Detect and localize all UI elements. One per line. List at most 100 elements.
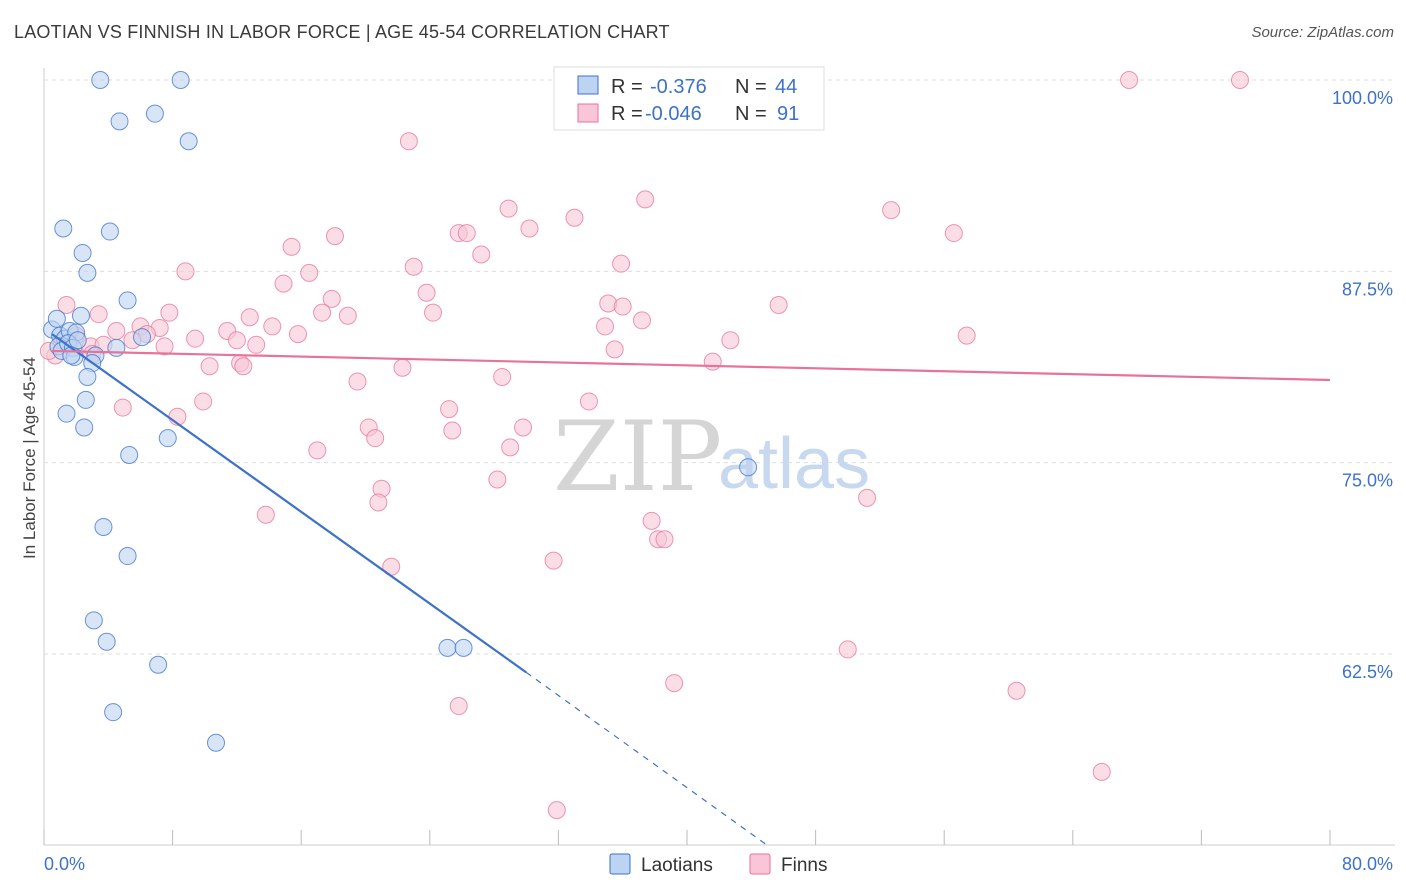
laotians-point	[62, 346, 81, 365]
finns-point	[1230, 71, 1249, 89]
finns-point	[234, 357, 253, 376]
finns-point	[399, 132, 418, 151]
finns-point	[256, 505, 275, 524]
finns-point	[882, 201, 901, 220]
finns-point	[247, 335, 266, 354]
finns-point	[393, 358, 412, 377]
finns-trend-line	[52, 349, 1331, 382]
finns-point	[449, 697, 468, 716]
chart-source: Source: ZipAtlas.com	[1251, 24, 1394, 41]
finns-point	[493, 367, 512, 386]
finns-point	[769, 296, 788, 315]
laotians-point	[133, 328, 152, 347]
laotians-point	[100, 222, 119, 241]
laotians-point	[118, 291, 137, 310]
legend-r-label-1: R =	[611, 76, 643, 98]
watermark-zip: ZIP	[553, 401, 722, 513]
x-tick-label-min: 0.0%	[44, 854, 85, 874]
y-axis-label: In Labor Force | Age 45-54	[20, 357, 39, 559]
laotians-point	[68, 331, 87, 350]
laotians-point	[73, 243, 92, 262]
finns-point	[113, 398, 132, 417]
finns-point	[514, 418, 533, 437]
finns-point	[322, 289, 341, 308]
bottom-legend: Laotians Finns	[609, 853, 827, 876]
finns-point	[313, 303, 332, 322]
finns-point	[176, 262, 195, 281]
finns-point	[499, 199, 518, 218]
laotians-point	[84, 611, 103, 630]
finns-point	[1120, 71, 1139, 89]
finns-point	[338, 306, 357, 325]
finns-point	[721, 331, 740, 350]
laotians-point	[71, 306, 90, 325]
finns-point	[579, 392, 598, 411]
finns-point	[200, 357, 219, 376]
legend-r-value-2: -0.046	[645, 103, 702, 125]
bottom-legend-swatch-finns	[749, 853, 771, 875]
laotians-point	[149, 655, 168, 674]
laotians-point	[120, 446, 139, 465]
bottom-legend-laotians: Laotians	[641, 855, 713, 876]
finns-point	[160, 303, 179, 322]
legend: R = -0.376 N = 44 R = -0.046 N = 91	[553, 66, 825, 131]
finns-point	[612, 254, 631, 273]
finns-point	[240, 308, 259, 327]
laotians-point	[91, 71, 110, 89]
legend-r-value-1: -0.376	[650, 76, 707, 98]
finns-point	[300, 263, 319, 282]
x-tick-label-max: 80.0%	[1342, 854, 1393, 874]
laotians-point	[54, 219, 73, 238]
y-tick-label: 75.0%	[1342, 471, 1393, 491]
finns-point	[944, 224, 963, 243]
x-axis-ticks	[43, 830, 1331, 845]
laotians-point	[110, 112, 129, 131]
legend-n-label-1: N =	[735, 76, 767, 98]
finns-point	[417, 283, 436, 302]
finns-point	[404, 257, 423, 276]
laotians-point	[94, 517, 113, 536]
legend-r-label-2: R =	[611, 103, 643, 125]
laotians-point	[76, 390, 95, 409]
laotians-point	[78, 367, 97, 386]
finns-point	[665, 674, 684, 693]
y-tick-label: 100.0%	[1332, 88, 1393, 108]
finns-point	[1092, 762, 1111, 781]
finns-point	[457, 224, 476, 243]
finns-point	[186, 329, 205, 348]
laotians-point	[118, 547, 137, 566]
finns-point	[957, 326, 976, 345]
finns-point	[605, 340, 624, 359]
laotians-point	[158, 429, 177, 448]
finns-point	[488, 470, 507, 489]
finns-point	[655, 530, 674, 549]
y-tick-label: 87.5%	[1342, 279, 1393, 299]
finns-point	[547, 801, 566, 820]
finns-point	[472, 245, 491, 264]
finns-point	[838, 640, 857, 659]
finns-point	[308, 441, 327, 460]
legend-swatch-laotians	[577, 75, 599, 95]
laotians-point	[207, 733, 226, 752]
bottom-legend-finns: Finns	[781, 855, 827, 876]
laotians-point	[78, 263, 97, 282]
finns-point	[642, 511, 661, 530]
finns-point	[544, 551, 563, 570]
laotians-point	[171, 71, 190, 89]
finns-point	[366, 429, 385, 448]
laotians-point	[179, 132, 198, 151]
finns-point	[107, 322, 126, 341]
laotians-trend-extension	[525, 671, 768, 846]
finns-point	[288, 325, 307, 344]
laotians-point	[107, 338, 126, 357]
finns-point	[155, 337, 174, 356]
laotians-point	[75, 418, 94, 437]
y-tick-label: 62.5%	[1342, 662, 1393, 682]
finns-point	[274, 274, 293, 293]
finns-point	[1007, 681, 1026, 700]
legend-n-value-2: 91	[777, 103, 799, 125]
finns-point	[325, 227, 344, 246]
finns-point	[858, 488, 877, 507]
finns-point	[194, 392, 213, 411]
